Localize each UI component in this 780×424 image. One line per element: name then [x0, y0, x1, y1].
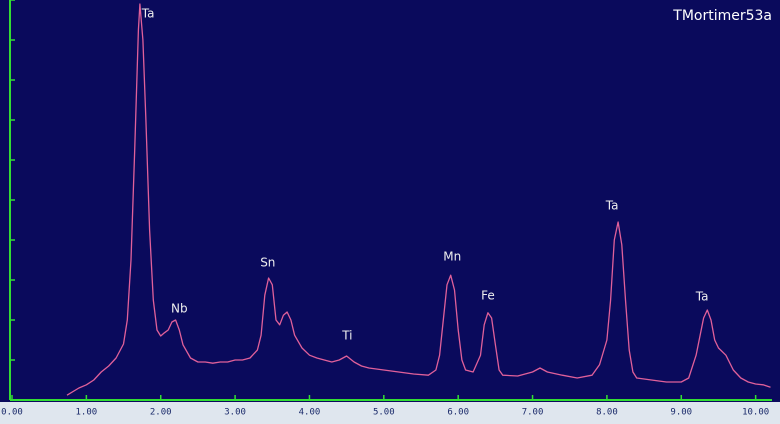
- chart-title: TMortimer53a: [672, 8, 772, 24]
- x-tick-label: 10.00: [742, 408, 769, 418]
- x-tick-label: 1.00: [76, 408, 98, 418]
- x-tick-label: 8.00: [596, 408, 618, 418]
- x-tick-label: 0.00: [1, 408, 23, 418]
- spectrum-line: [66, 3, 771, 396]
- x-tick-label: 4.00: [299, 408, 321, 418]
- x-tick-label: 2.00: [150, 408, 172, 418]
- plot-background: [0, 0, 780, 402]
- peak-label: Mn: [443, 249, 461, 263]
- peak-label: Nb: [171, 301, 188, 315]
- x-tick-label: 5.00: [373, 408, 395, 418]
- x-tick-label: 6.00: [447, 408, 469, 418]
- peak-label: Ta: [141, 7, 155, 21]
- x-tick-label: 7.00: [522, 408, 544, 418]
- peak-label: Sn: [260, 256, 275, 270]
- peak-label: Ta: [605, 199, 619, 213]
- peak-label: Ta: [695, 289, 709, 303]
- x-tick-label: 3.00: [224, 408, 246, 418]
- x-tick-label: 9.00: [670, 408, 692, 418]
- peak-label: Fe: [481, 289, 495, 303]
- peak-label: Ti: [341, 329, 352, 343]
